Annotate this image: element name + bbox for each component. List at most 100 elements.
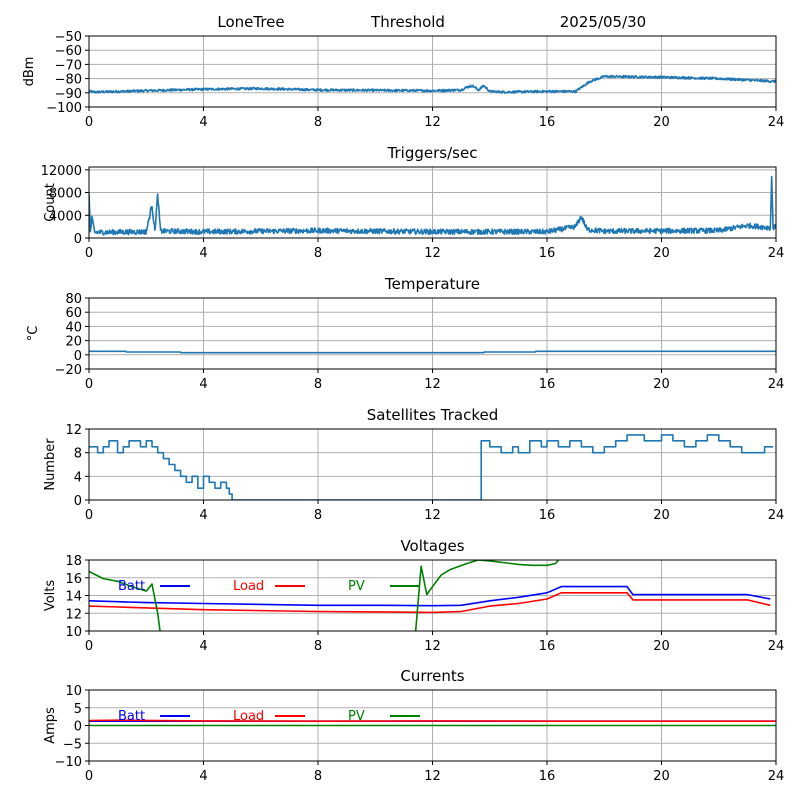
chart-panel-4: 0 4 8 12 16 20 24 0 4 8 12 Satellites Tracked Number — [43, 406, 784, 523]
x-tick-label: 24 — [768, 769, 785, 784]
x-tick-label: 24 — [768, 639, 785, 654]
x-tick-label: 24 — [768, 508, 785, 523]
chart-panel-1: 0 4 8 12 16 20 24 −100−90−80−70−60−50 dBm — [22, 30, 784, 130]
y-tick-label: 80 — [65, 292, 82, 307]
series-line-pv — [89, 560, 560, 631]
x-tick-label: 12 — [424, 639, 441, 654]
y-tick-label: 18 — [65, 554, 82, 569]
y-tick-label: 5 — [74, 702, 82, 717]
y-tick-label: 0 — [74, 232, 82, 247]
y-tick-label: 10 — [65, 684, 82, 699]
y-tick-label: 8000 — [49, 187, 82, 202]
y-axis-label: Volts — [43, 580, 58, 612]
x-tick-label: 16 — [539, 769, 556, 784]
legend-label-batt: Batt — [118, 579, 145, 594]
y-tick-label: 12 — [65, 423, 82, 438]
legend-label-load: Load — [233, 709, 264, 724]
x-tick-label: 20 — [653, 508, 670, 523]
y-tick-label: 14 — [65, 590, 82, 605]
y-tick-label: 4000 — [49, 209, 82, 224]
y-tick-label: 20 — [65, 335, 82, 350]
x-tick-label: 0 — [85, 377, 93, 392]
x-tick-label: 24 — [768, 377, 785, 392]
y-tick-label: −100 — [46, 101, 82, 116]
x-tick-label: 24 — [768, 115, 785, 130]
x-tick-label: 16 — [539, 246, 556, 261]
y-tick-label: 0 — [74, 349, 82, 364]
x-tick-label: 4 — [199, 246, 207, 261]
x-tick-label: 16 — [539, 508, 556, 523]
x-tick-label: 4 — [199, 377, 207, 392]
x-tick-label: 8 — [314, 508, 322, 523]
x-tick-label: 20 — [653, 769, 670, 784]
series-line-load — [89, 719, 776, 722]
legend-label-pv: PV — [348, 579, 365, 594]
y-tick-label: 60 — [65, 306, 82, 321]
x-tick-label: 16 — [539, 377, 556, 392]
legend-label-batt: Batt — [118, 709, 145, 724]
panel-title: Satellites Tracked — [367, 406, 498, 424]
x-tick-label: 0 — [85, 508, 93, 523]
x-tick-label: 0 — [85, 639, 93, 654]
chart-panel-6: 0 4 8 12 16 20 24 −10 −5 0 5 10 Currents Amps Batt Load… — [43, 667, 784, 784]
header-date: 2025/05/30 — [560, 13, 646, 31]
series-line-1 — [89, 350, 776, 354]
x-tick-label: 12 — [424, 508, 441, 523]
y-tick-label: −5 — [63, 737, 82, 752]
chart-panel-2: 0 4 8 12 16 20 24 0 4000 8000 12000 Triggers/sec Cou… — [41, 144, 785, 261]
series-line-batt — [89, 585, 771, 607]
x-tick-label: 12 — [424, 246, 441, 261]
y-tick-label: 8 — [74, 447, 82, 462]
x-tick-label: 0 — [85, 246, 93, 261]
y-axis-label: Count — [43, 183, 58, 222]
y-tick-label: 40 — [65, 320, 82, 335]
chart-panel-5: 0 4 8 12 16 20 24 10 12 14 16 18 Voltages Volts Batt Lo… — [43, 537, 784, 654]
x-tick-label: 20 — [653, 246, 670, 261]
y-axis-label: Amps — [43, 707, 58, 744]
x-tick-label: 8 — [314, 769, 322, 784]
y-axis-label: Number — [43, 438, 58, 491]
y-axis-label: °C — [26, 326, 41, 342]
legend-label-load: Load — [233, 579, 264, 594]
y-tick-label: 0 — [74, 494, 82, 509]
series-line-load — [89, 592, 771, 614]
header-site: LoneTree — [217, 13, 284, 31]
x-tick-label: 20 — [653, 639, 670, 654]
y-tick-label: 0 — [74, 720, 82, 735]
x-tick-label: 8 — [314, 639, 322, 654]
x-tick-label: 24 — [768, 246, 785, 261]
x-tick-label: 0 — [85, 115, 93, 130]
y-tick-label: −90 — [55, 87, 82, 102]
y-axis-label: dBm — [22, 57, 37, 87]
x-tick-label: 4 — [199, 639, 207, 654]
y-tick-label: 12000 — [41, 164, 82, 179]
series-line-1 — [89, 74, 776, 94]
panel-title: Voltages — [400, 537, 464, 555]
x-tick-label: 4 — [199, 508, 207, 523]
y-tick-label: −50 — [55, 30, 82, 45]
x-tick-label: 4 — [199, 115, 207, 130]
x-tick-label: 12 — [424, 377, 441, 392]
x-tick-label: 12 — [424, 115, 441, 130]
y-tick-label: 10 — [65, 625, 82, 640]
x-tick-label: 0 — [85, 769, 93, 784]
legend-label-pv: PV — [348, 709, 365, 724]
x-tick-label: 16 — [539, 115, 556, 130]
panel-title: Triggers/sec — [387, 144, 478, 162]
y-tick-label: −20 — [55, 363, 82, 378]
x-tick-label: 8 — [314, 377, 322, 392]
y-tick-label: −10 — [55, 755, 82, 770]
x-tick-label: 20 — [653, 115, 670, 130]
x-tick-label: 4 — [199, 769, 207, 784]
series-line-1 — [89, 175, 776, 236]
y-tick-label: −60 — [55, 44, 82, 59]
x-tick-label: 12 — [424, 769, 441, 784]
y-tick-label: −80 — [55, 73, 82, 88]
x-tick-label: 20 — [653, 377, 670, 392]
x-tick-label: 8 — [314, 115, 322, 130]
panel-title: Currents — [400, 667, 464, 685]
x-tick-label: 8 — [314, 246, 322, 261]
